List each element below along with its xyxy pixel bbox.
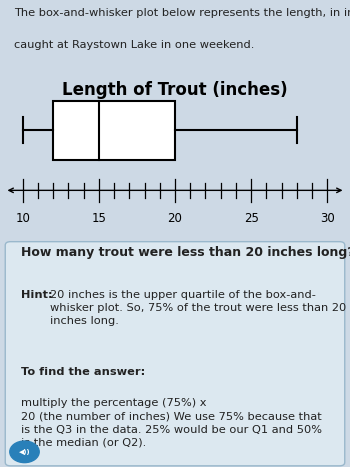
Text: multiply the percentage (75%) x
20 (the number of inches) We use 75% because tha: multiply the percentage (75%) x 20 (the … [21,398,322,448]
Text: 20: 20 [168,212,182,225]
Bar [53,101,175,160]
Text: 15: 15 [91,212,106,225]
Text: 10: 10 [15,212,30,225]
FancyBboxPatch shape [5,242,345,466]
Text: 20 inches is the upper quartile of the box-and-
whisker plot. So, 75% of the tro: 20 inches is the upper quartile of the b… [50,290,346,326]
Text: 30: 30 [320,212,335,225]
Text: To find the answer:: To find the answer: [21,367,145,376]
Text: ◀)): ◀)) [19,449,30,455]
Text: The box-and-whisker plot below represents the length, in inches, of 20 trout: The box-and-whisker plot below represent… [14,8,350,18]
Circle shape [10,441,39,463]
Text: 25: 25 [244,212,259,225]
Text: Length of Trout (inches): Length of Trout (inches) [62,81,288,99]
Text: caught at Raystown Lake in one weekend.: caught at Raystown Lake in one weekend. [14,40,254,50]
Text: Hint:: Hint: [21,290,52,299]
Text: How many trout were less than 20 inches long?: How many trout were less than 20 inches … [21,247,350,259]
